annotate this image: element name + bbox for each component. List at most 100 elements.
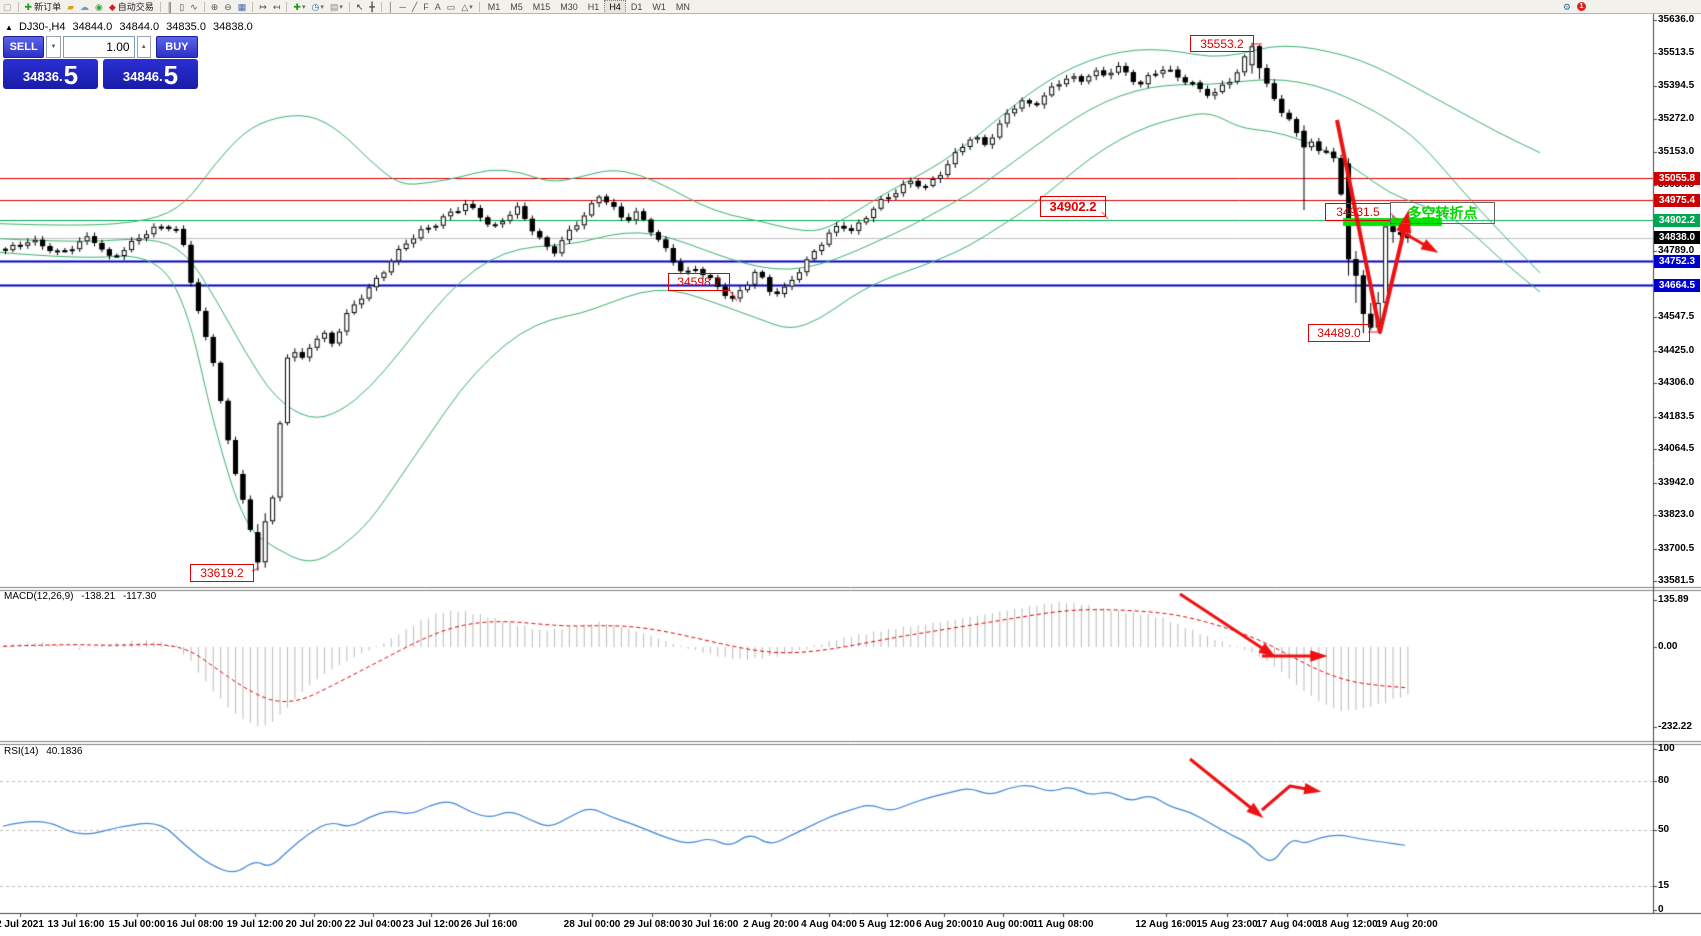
hline-button[interactable]: ─ bbox=[396, 1, 408, 13]
rsi-axis-tick: 50 bbox=[1658, 823, 1670, 835]
text-button[interactable]: A bbox=[432, 1, 444, 13]
time-axis-label: 16 Jul 08:00 bbox=[166, 919, 224, 930]
swing-high-label[interactable]: 35553.2 bbox=[1190, 35, 1254, 52]
timeframe-button-H4[interactable]: H4 bbox=[604, 0, 626, 13]
volume-increase-button[interactable]: ▲ bbox=[136, 36, 151, 58]
timeframe-button-MN[interactable]: MN bbox=[675, 1, 690, 12]
cursor-icon: ↖ bbox=[355, 1, 364, 12]
macd-value-main: -138.21 bbox=[81, 591, 116, 602]
templates-button[interactable]: ▤ ▾ bbox=[327, 1, 346, 13]
one-click-trading-panel: SELL ▼ ▲ BUY 34836 . 5 34846 . 5 bbox=[3, 36, 198, 89]
zoom-in-button[interactable]: ⊕ bbox=[208, 1, 222, 13]
toolbar-separator bbox=[286, 1, 288, 12]
price-axis-tick: 34425.0 bbox=[1658, 344, 1695, 356]
key-level-label[interactable]: 34902.2 bbox=[1040, 196, 1106, 217]
cursor-button[interactable]: ↖ bbox=[353, 1, 367, 13]
sell-button[interactable]: SELL bbox=[3, 36, 45, 58]
volume-decrease-button[interactable]: ▼ bbox=[46, 36, 61, 58]
turning-point-label[interactable]: 多空转折点 bbox=[1390, 202, 1495, 224]
notification-icon[interactable]: 1 bbox=[1574, 1, 1589, 13]
tile-windows-button[interactable]: ▦ bbox=[235, 1, 250, 13]
sell-price-main: 34836 bbox=[22, 69, 60, 84]
time-axis-label: 10 Aug 00:00 bbox=[972, 919, 1034, 930]
gold-icon[interactable]: ▰ bbox=[64, 1, 77, 13]
autotrade-button[interactable]: ◆ 自动交易 bbox=[106, 1, 157, 13]
line-chart-icon: ∿ bbox=[190, 1, 198, 12]
rsi-name-label: RSI(14) bbox=[4, 746, 39, 757]
price-badge: 34752.3 bbox=[1654, 254, 1700, 268]
hline-icon: ─ bbox=[399, 1, 406, 12]
swing-low-label-3[interactable]: 33619.2 bbox=[190, 564, 254, 582]
autotrade-icon: ◆ bbox=[108, 1, 116, 12]
new-order-button[interactable]: ✚ 新订单 bbox=[22, 1, 65, 13]
sell-price-display[interactable]: 34836 . 5 bbox=[3, 59, 98, 89]
chart-collapse-icon[interactable]: ▲ bbox=[5, 23, 13, 32]
buy-price-display[interactable]: 34846 . 5 bbox=[103, 59, 198, 89]
periods-button[interactable]: ◷ ▾ bbox=[308, 1, 326, 13]
time-axis-label: 6 Aug 20:00 bbox=[916, 919, 972, 930]
price-axis-tick: 34789.0 bbox=[1658, 245, 1695, 257]
bar-chart-button[interactable]: ║ bbox=[164, 1, 176, 13]
chart-shift-button[interactable]: ↦ bbox=[256, 1, 270, 13]
timeframe-button-W1[interactable]: W1 bbox=[652, 1, 666, 12]
shapes-button[interactable]: △ ▾ bbox=[458, 1, 475, 13]
periods-icon: ◷ bbox=[311, 1, 320, 12]
timeframe-button-M1[interactable]: M1 bbox=[487, 1, 501, 12]
zoom-out-button[interactable]: ⊖ bbox=[221, 1, 235, 13]
macd-axis-tick: -232.22 bbox=[1658, 721, 1692, 733]
rsi-axis-tick: 100 bbox=[1658, 743, 1675, 754]
indicators-icon: ✚ bbox=[293, 1, 301, 12]
price-axis-tick: 35513.5 bbox=[1658, 47, 1695, 59]
volume-input[interactable] bbox=[62, 36, 135, 58]
trendline-button[interactable]: ╱ bbox=[409, 1, 420, 13]
retest-label[interactable]: 34931.5 bbox=[1325, 203, 1391, 221]
zoom-in-icon: ⊕ bbox=[210, 1, 219, 12]
timeframe-button-H1[interactable]: H1 bbox=[587, 1, 600, 12]
time-axis-label: 2 Jul 2021 bbox=[0, 919, 44, 930]
macd-axis-tick: 135.89 bbox=[1658, 594, 1689, 605]
price-badge: 34902.2 bbox=[1654, 213, 1700, 227]
ohlc-high: 34844.0 bbox=[119, 21, 160, 33]
timeframe-button-M15[interactable]: M15 bbox=[532, 1, 551, 12]
cloud-icon[interactable]: ☁ bbox=[77, 1, 92, 13]
timeframe-button-D1[interactable]: D1 bbox=[630, 1, 643, 12]
buy-button[interactable]: BUY bbox=[155, 36, 198, 58]
auto-scroll-button[interactable]: ↤ bbox=[270, 1, 284, 13]
swing-low-label-2[interactable]: 34598.7 bbox=[668, 273, 730, 291]
signal-icon[interactable]: ◉ bbox=[92, 1, 106, 13]
zoom-out-icon: ⊖ bbox=[224, 1, 232, 12]
timeframe-button-M5[interactable]: M5 bbox=[510, 1, 523, 12]
crosshair-button[interactable]: ╋ bbox=[366, 1, 377, 13]
price-badge: 35055.8 bbox=[1654, 171, 1700, 185]
time-axis-label: 4 Aug 04:00 bbox=[801, 919, 857, 930]
line-chart-button[interactable]: ∿ bbox=[187, 1, 201, 13]
vline-button[interactable]: │ bbox=[385, 1, 397, 13]
cloud-icon-icon: ☁ bbox=[80, 1, 89, 12]
time-axis-label: 15 Aug 23:00 bbox=[1196, 919, 1258, 930]
vline-icon: │ bbox=[387, 1, 394, 12]
toolbar-separator bbox=[252, 1, 254, 12]
time-axis-label: 15 Jul 00:00 bbox=[108, 919, 166, 930]
gold-icon-icon: ▰ bbox=[67, 1, 74, 12]
candle-chart-button[interactable]: ▯ bbox=[176, 1, 187, 13]
price-axis-tick: 35272.0 bbox=[1658, 113, 1695, 125]
label-icon: ▭ bbox=[446, 1, 456, 12]
time-axis-label: 11 Aug 08:00 bbox=[1032, 919, 1094, 930]
file-icon[interactable]: ▢ bbox=[0, 1, 15, 13]
wrench-icon[interactable]: ⚙ bbox=[1562, 1, 1571, 12]
fibo-icon: F bbox=[423, 1, 429, 12]
price-axis-tick: 33581.5 bbox=[1658, 575, 1695, 586]
swing-low-label-1[interactable]: 34489.0 bbox=[1308, 324, 1370, 342]
fibo-button[interactable]: F bbox=[420, 1, 432, 13]
timeframe-button-M30[interactable]: M30 bbox=[560, 1, 578, 12]
time-axis-label: 18 Aug 12:00 bbox=[1316, 919, 1378, 930]
toolbar-separator bbox=[380, 1, 382, 12]
time-axis-label: 19 Aug 20:00 bbox=[1376, 919, 1438, 930]
label-button[interactable]: ▭ bbox=[444, 1, 459, 13]
trendline-icon: ╱ bbox=[411, 1, 418, 12]
toolbar-separator bbox=[203, 1, 205, 12]
indicators-button[interactable]: ✚ ▾ bbox=[290, 1, 308, 13]
price-axis-tick: 34183.5 bbox=[1658, 410, 1695, 422]
